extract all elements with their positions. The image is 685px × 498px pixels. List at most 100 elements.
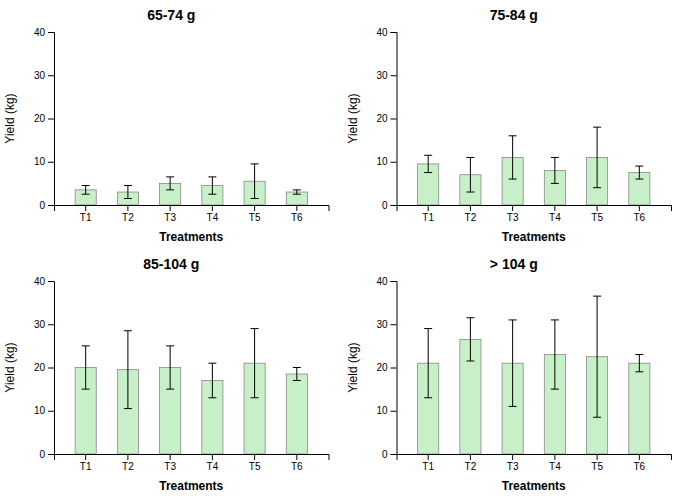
tick-label: 30 xyxy=(34,70,46,81)
tick: 40 xyxy=(376,276,396,287)
tick-mark xyxy=(48,32,54,33)
tick-label: T3 xyxy=(164,212,176,223)
error-bar-stem xyxy=(597,296,598,417)
tick-label: T5 xyxy=(249,212,261,223)
y-axis-title: Yield (kg) xyxy=(3,93,17,143)
tick-mark xyxy=(212,454,213,460)
tick-label: 0 xyxy=(39,200,45,211)
tick-mark xyxy=(127,454,128,460)
error-bar-stem xyxy=(597,127,598,188)
tick-mark xyxy=(470,454,471,460)
error-bar-cap xyxy=(635,371,643,372)
bar xyxy=(286,192,307,205)
error-bar-cap xyxy=(251,198,259,199)
y-axis-title: Yield (kg) xyxy=(346,93,360,143)
tick-mark xyxy=(296,454,297,460)
tick: 20 xyxy=(34,113,54,124)
axis-line xyxy=(55,206,330,212)
tick-mark xyxy=(597,454,598,460)
tick: 30 xyxy=(376,70,396,81)
error-bar xyxy=(82,186,90,195)
error-bar-cap xyxy=(593,417,601,418)
tick-mark xyxy=(48,162,54,163)
chart-root: 65-74 g 0 10 20 30 40 T1 T2 T3 T4 T5 T6 Yield (kg) Tr… xyxy=(0,0,685,498)
error-bar-cap xyxy=(593,187,601,188)
error-bar-cap xyxy=(424,397,432,398)
tick-mark xyxy=(391,119,397,120)
tick-label: 0 xyxy=(382,200,388,211)
tick-label: T6 xyxy=(291,212,303,223)
tick-mark xyxy=(212,205,213,211)
tick-mark xyxy=(48,324,54,325)
tick-label: T1 xyxy=(422,212,434,223)
marks xyxy=(418,296,650,454)
tick-label: 40 xyxy=(34,276,46,287)
tick: T6 xyxy=(291,454,303,472)
error-bar xyxy=(551,320,559,389)
tick-mark xyxy=(391,324,397,325)
tick-label: T2 xyxy=(122,212,134,223)
tick: 40 xyxy=(376,27,396,38)
error-bar xyxy=(124,331,132,409)
x-axis: T1T2T3T4T5T6 xyxy=(397,205,672,223)
error-bar-cap xyxy=(509,319,517,320)
error-bar-cap xyxy=(82,194,90,195)
error-bar-stem xyxy=(296,368,297,381)
error-bar xyxy=(466,157,474,192)
error-bar-stem xyxy=(470,318,471,361)
error-bar xyxy=(551,157,559,183)
error-bar xyxy=(208,363,216,398)
error-bar-stem xyxy=(639,166,640,179)
plot-area: 010203040T1T2T3T4T5T6Yield (kg)Treatment… xyxy=(346,27,672,244)
error-bar-stem xyxy=(554,157,555,183)
tick-mark xyxy=(428,205,429,211)
tick: T5 xyxy=(591,205,603,223)
tick-mark xyxy=(391,281,397,282)
tick: T2 xyxy=(465,454,477,472)
error-bar xyxy=(82,346,90,389)
tick-label: 30 xyxy=(376,319,388,330)
tick-label: T4 xyxy=(549,212,561,223)
tick-label: 20 xyxy=(34,113,46,124)
axis-line xyxy=(397,455,672,461)
tick: T1 xyxy=(422,205,434,223)
tick-mark xyxy=(391,32,397,33)
error-bar-cap xyxy=(293,367,301,368)
tick-label: T4 xyxy=(549,461,561,472)
error-bar xyxy=(293,368,301,381)
error-bar-cap xyxy=(424,328,432,329)
axis-line xyxy=(391,33,398,206)
error-bar xyxy=(166,177,174,190)
tick-mark xyxy=(296,205,297,211)
error-bar xyxy=(251,329,259,398)
error-bar-stem xyxy=(212,363,213,398)
tick-label: 0 xyxy=(382,449,388,460)
axis-line xyxy=(391,282,398,455)
tick: 40 xyxy=(34,27,54,38)
x-axis-title: Treatments xyxy=(159,230,223,244)
tick: T4 xyxy=(207,205,219,223)
tick: 10 xyxy=(376,156,396,167)
chart-title: 85-104 g xyxy=(143,256,199,272)
tick: T3 xyxy=(507,205,519,223)
error-bar-cap xyxy=(593,127,601,128)
tick-mark xyxy=(170,205,171,211)
error-bar-cap xyxy=(466,192,474,193)
error-bar xyxy=(424,155,432,172)
tick-label: 40 xyxy=(376,27,388,38)
error-bar xyxy=(166,346,174,389)
error-bar-cap xyxy=(466,157,474,158)
tick-mark xyxy=(639,205,640,211)
error-bar xyxy=(635,355,643,372)
error-bar xyxy=(509,320,517,407)
error-bar-cap xyxy=(82,345,90,346)
tick-mark xyxy=(391,205,397,206)
error-bar xyxy=(593,296,601,417)
tick-label: 40 xyxy=(376,276,388,287)
tick-label: 0 xyxy=(39,449,45,460)
tick-mark xyxy=(254,454,255,460)
chart-title: 65-74 g xyxy=(147,7,195,23)
marks xyxy=(418,127,650,205)
error-bar xyxy=(424,329,432,398)
tick-mark xyxy=(391,162,397,163)
